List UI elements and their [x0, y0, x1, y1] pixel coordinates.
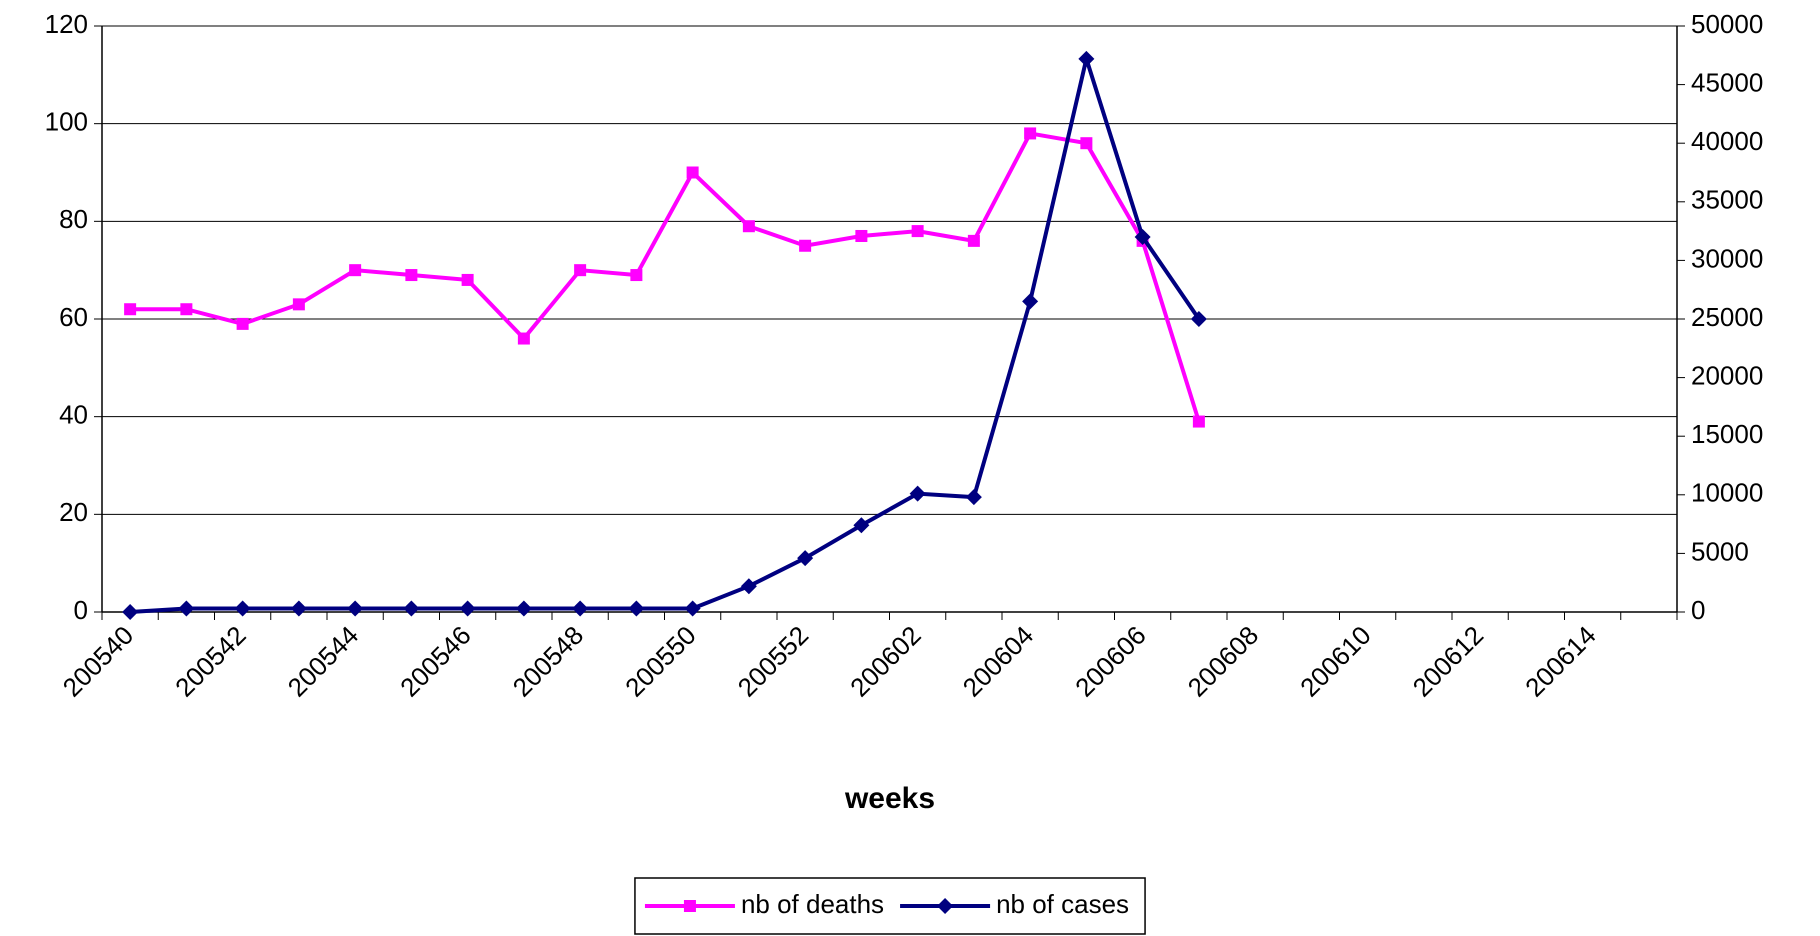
point: [853, 517, 870, 534]
legend-marker: [683, 900, 696, 912]
x-tick-label: 200614: [1519, 620, 1602, 703]
point: [515, 600, 532, 617]
point: [742, 220, 755, 233]
point: [349, 264, 362, 277]
y-tick-label: 120: [45, 9, 88, 39]
point: [967, 234, 980, 247]
series-line: [130, 131, 1201, 423]
point: [180, 303, 193, 316]
point: [122, 604, 139, 620]
point: [124, 303, 137, 316]
point: [1080, 137, 1093, 150]
y2-tick-label: 30000: [1691, 243, 1763, 273]
point: [517, 332, 530, 345]
point: [574, 264, 587, 277]
point: [911, 225, 924, 238]
y-tick-label: 20: [59, 497, 88, 527]
y-tick-label: 40: [59, 400, 88, 430]
x-axis-label: weeks: [844, 782, 935, 815]
y2-tick-label: 10000: [1691, 478, 1763, 508]
legend-label: nb of deaths: [741, 889, 884, 919]
point: [684, 600, 701, 617]
y-tick-label: 0: [74, 595, 88, 625]
point: [909, 485, 926, 502]
y2-tick-label: 20000: [1691, 360, 1763, 390]
x-tick-label: 200546: [394, 620, 477, 703]
point: [403, 600, 420, 617]
point: [347, 600, 364, 617]
y2-tick-label: 15000: [1691, 419, 1763, 449]
y2-tick-label: 35000: [1691, 185, 1763, 215]
x-tick-label: 200544: [282, 620, 365, 703]
y-tick-label: 80: [59, 204, 88, 234]
legend-label: nb of cases: [996, 889, 1129, 919]
series-line: [130, 51, 1201, 614]
point: [1192, 415, 1205, 428]
point: [461, 273, 474, 286]
point: [459, 600, 476, 617]
legend: nb of deaths nb of cases: [634, 877, 1146, 935]
point: [686, 166, 699, 179]
point: [292, 298, 305, 311]
x-tick-label: 200608: [1182, 620, 1265, 703]
point: [965, 489, 982, 506]
x-tick-label: 200612: [1407, 620, 1490, 703]
point: [178, 600, 195, 617]
y2-tick-label: 50000: [1691, 9, 1763, 39]
x-tick-label: 200542: [169, 620, 252, 703]
x-tick-label: 200552: [732, 620, 815, 703]
x-tick-label: 200540: [57, 620, 140, 703]
point: [740, 578, 757, 595]
point: [855, 229, 868, 242]
y2-tick-label: 25000: [1691, 302, 1763, 332]
x-tick-label: 200548: [507, 620, 590, 703]
point: [405, 269, 418, 282]
point: [236, 317, 249, 330]
point: [290, 600, 307, 617]
point: [799, 239, 812, 252]
y-tick-label: 60: [59, 302, 88, 332]
legend-marker: [937, 898, 954, 914]
y2-tick-label: 40000: [1691, 126, 1763, 156]
point: [1078, 50, 1095, 67]
point: [797, 550, 814, 567]
point: [1134, 228, 1151, 245]
x-tick-label: 200604: [957, 620, 1040, 703]
point: [1190, 311, 1207, 327]
x-tick-label: 200610: [1294, 620, 1377, 703]
y2-tick-label: 0: [1691, 595, 1705, 625]
point: [234, 600, 251, 617]
y-tick-label: 100: [45, 107, 88, 137]
x-tick-label: 200602: [844, 620, 927, 703]
point: [1024, 127, 1037, 140]
point: [630, 269, 643, 282]
y2-tick-label: 45000: [1691, 67, 1763, 97]
point: [628, 600, 645, 617]
y2-tick-label: 5000: [1691, 536, 1749, 566]
point: [572, 600, 589, 617]
point: [1022, 293, 1039, 310]
x-tick-label: 200606: [1069, 620, 1152, 703]
x-tick-label: 200550: [619, 620, 702, 703]
